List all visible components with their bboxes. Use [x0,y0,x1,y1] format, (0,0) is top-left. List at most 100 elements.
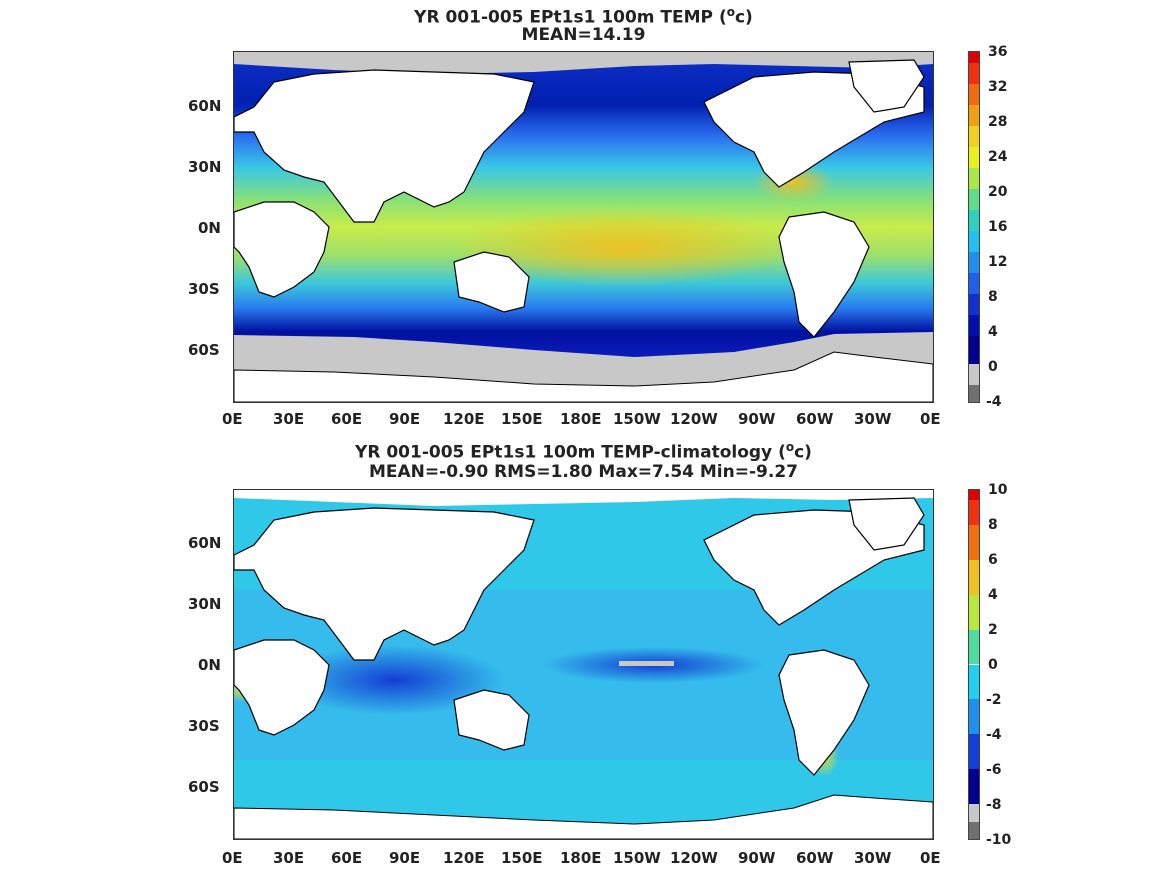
panel1-lon-120e: 120E [443,410,485,428]
panel2-lon-30e: 30E [273,849,305,867]
panel1-greenland [848,59,925,113]
panel1-cb-seg-11 [969,251,979,273]
panel1-title-line2: MEAN=14.19 [521,25,646,45]
panel2-cb-label-neg2: -2 [986,692,1002,708]
panel1-cb-label-neg4: -4 [986,394,1002,410]
panel1-arctic-ice [234,52,933,74]
panel2-colorbar [968,489,980,840]
panel2-lon-0e-end: 0E [920,849,941,867]
panel2-cb-seg-8 [969,699,979,735]
panel2-cb-seg-12 [969,821,979,839]
panel1-cb-seg-12 [969,272,979,294]
panel2-lon-180e: 180E [560,849,602,867]
panel2-unit-suffix: c) [794,442,812,463]
panel1-lon-150w: 150W [613,410,661,428]
panel2-lon-150w: 150W [613,849,661,867]
panel2-cb-label-8: 8 [988,517,998,533]
panel2-continents [234,497,925,776]
panel1-map-svg [234,52,933,402]
panel2-eurasia [234,507,535,661]
panel1-cb-seg-10 [969,230,979,252]
panel2-title-line2: MEAN=-0.90 RMS=1.80 Max=7.54 Min=-9.27 [369,462,798,482]
panel2-cb-label-4: 4 [988,587,998,603]
panel1-south-america [778,211,870,338]
panel1-title-line1: YR 001-005 EPt1s1 100m TEMP (oc) [0,2,1167,28]
panel1-lat-30s: 30S [188,280,220,298]
panel1-warm-pool [454,207,794,287]
panel2-cb-label-10: 10 [988,482,1008,498]
panel1-lat-30n: 30N [188,158,222,176]
panel1-cb-seg-4 [969,104,979,126]
panel2-lon-90e: 90E [389,849,421,867]
panel2-africa [234,639,330,736]
panel1-lon-120w: 120W [670,410,718,428]
panel1-cb-seg-5 [969,125,979,147]
panel2-cb-seg-4 [969,559,979,595]
panel1-cb-label-24: 24 [988,149,1008,165]
panel2-unit-sup: o [785,440,795,454]
panel2-antarctica-land [234,794,933,839]
panel1-title-text: YR 001-005 EPt1s1 100m TEMP [414,7,714,28]
panel1-africa [234,201,330,298]
panel1-cb-label-4: 4 [988,324,998,340]
panel1-cb-seg-1 [969,52,979,63]
panel2-cb-seg-9 [969,734,979,770]
panel2-cb-label-6: 6 [988,552,998,568]
panel1-lat-60s: 60S [188,341,220,359]
panel1-lon-90e: 90E [389,410,421,428]
panel2-cb-seg-3 [969,524,979,560]
panel1-map [233,51,934,403]
panel1-cb-seg-15 [969,335,979,364]
panel1-cb-seg-6 [969,146,979,168]
panel1-cb-seg-8 [969,188,979,210]
panel2-lon-120e: 120E [443,849,485,867]
panel1-unit-prefix: ( [718,7,727,28]
panel2-cb-seg-11 [969,804,979,822]
panel1-cb-label-36: 36 [988,44,1008,60]
panel2-cb-seg-2 [969,500,979,525]
panel2-map [233,489,934,840]
panel1-cb-label-32: 32 [988,79,1008,95]
panel1-continents [234,59,925,338]
panel1-lon-60e: 60E [331,410,363,428]
panel2-lat-60s: 60S [188,778,220,796]
panel1-australia [453,251,530,313]
panel1-antarctica-land [234,351,933,402]
panel2-lat-60n: 60N [188,534,222,552]
panel2-min-patch [619,661,674,666]
panel2-lon-90w: 90W [738,849,776,867]
panel2-unit-prefix: ( [778,442,786,463]
panel1-eurasia [234,69,535,223]
panel1-cb-seg-3 [969,83,979,105]
panel2-map-svg [234,490,933,839]
panel1-cb-seg-2 [969,62,979,84]
panel1-cb-label-12: 12 [988,254,1008,270]
panel2-cb-label-neg8: -8 [986,797,1002,813]
panel1-cb-seg-7 [969,167,979,189]
panel2-cold-indian [284,645,504,715]
panel2-cb-label-2: 2 [988,622,998,638]
panel2-cb-label-neg4: -4 [986,727,1002,743]
panel1-cb-label-0: 0 [988,359,998,375]
panel2-cb-seg-1 [969,490,979,501]
panel2-lon-120w: 120W [670,849,718,867]
panel2-title-line1: YR 001-005 EPt1s1 100m TEMP-climatology … [0,437,1167,463]
panel1-lon-90w: 90W [738,410,776,428]
panel2-lon-0e: 0E [222,849,243,867]
panel1-unit-sup: o [726,5,735,19]
panel2-title-text: YR 001-005 EPt1s1 100m TEMP-climatology [355,442,773,463]
panel2-australia [453,689,530,751]
panel2-cb-seg-6 [969,629,979,665]
panel2-lat-30s: 30S [188,717,220,735]
panel1-cb-label-16: 16 [988,219,1008,235]
panel1-cb-label-28: 28 [988,114,1008,130]
panel2-lon-30w: 30W [854,849,892,867]
panel1-cb-seg-16 [969,363,979,385]
panel2-cb-seg-10 [969,769,979,805]
panel2-cb-seg-5 [969,594,979,630]
panel2-lon-150e: 150E [501,849,543,867]
panel1-colorbar [968,51,980,403]
panel1-cb-seg-13 [969,293,979,315]
panel2-south-america [778,649,870,776]
panel1-lon-180e: 180E [560,410,602,428]
